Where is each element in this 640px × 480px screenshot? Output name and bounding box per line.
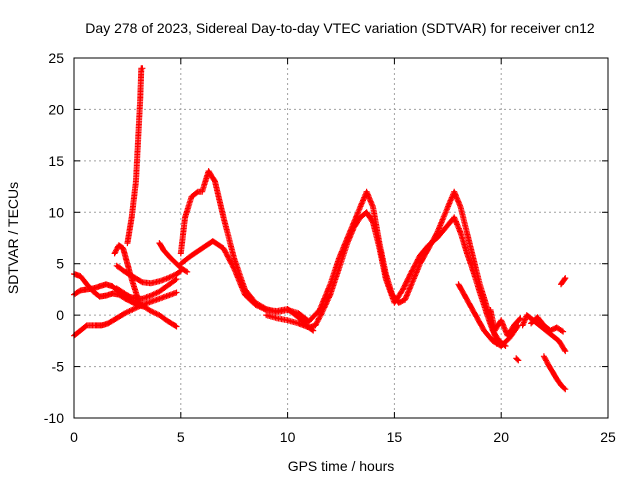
axis-ticks (73, 57, 609, 419)
series-arc-f (113, 262, 184, 287)
y-tick-label: -5 (52, 359, 65, 375)
series-arc-p (540, 353, 569, 393)
series-arc-q (558, 275, 569, 288)
x-tick-label: 0 (70, 429, 78, 445)
series-arc-j (177, 209, 509, 349)
chart-title: Day 278 of 2023, Sidereal Day-to-day VTE… (85, 20, 595, 36)
y-tick-label: 15 (48, 153, 64, 169)
x-tick-label: 20 (493, 429, 509, 445)
series-arc-k (263, 312, 317, 334)
x-axis-label: GPS time / hours (288, 458, 395, 474)
y-axis-label: SDTVAR / TECUs (5, 182, 21, 294)
series-arc-l (455, 281, 522, 349)
x-tick-label: 15 (387, 429, 403, 445)
series-arc-r (513, 355, 522, 364)
data-series (71, 65, 569, 393)
x-tick-label: 25 (600, 429, 616, 445)
y-tick-label: -10 (44, 410, 64, 426)
plot-frame (73, 57, 609, 419)
y-tick-label: 0 (56, 307, 64, 323)
series-arc-g (156, 240, 191, 275)
series-arc-n (519, 312, 569, 355)
y-tick-labels: -10 -5 0 5 10 15 20 25 (44, 50, 64, 426)
y-tick-label: 20 (48, 101, 64, 117)
series-arc-o (528, 314, 567, 335)
series-arc-h (124, 65, 146, 247)
y-tick-label: 5 (56, 256, 64, 272)
series-arc-m (487, 307, 524, 339)
x-tick-labels: 0 5 10 15 20 25 (70, 429, 616, 445)
y-tick-label: 10 (48, 204, 64, 220)
x-tick-label: 5 (177, 429, 185, 445)
grid-lines (74, 58, 608, 418)
y-tick-label: 25 (48, 50, 64, 66)
x-tick-label: 10 (280, 429, 296, 445)
